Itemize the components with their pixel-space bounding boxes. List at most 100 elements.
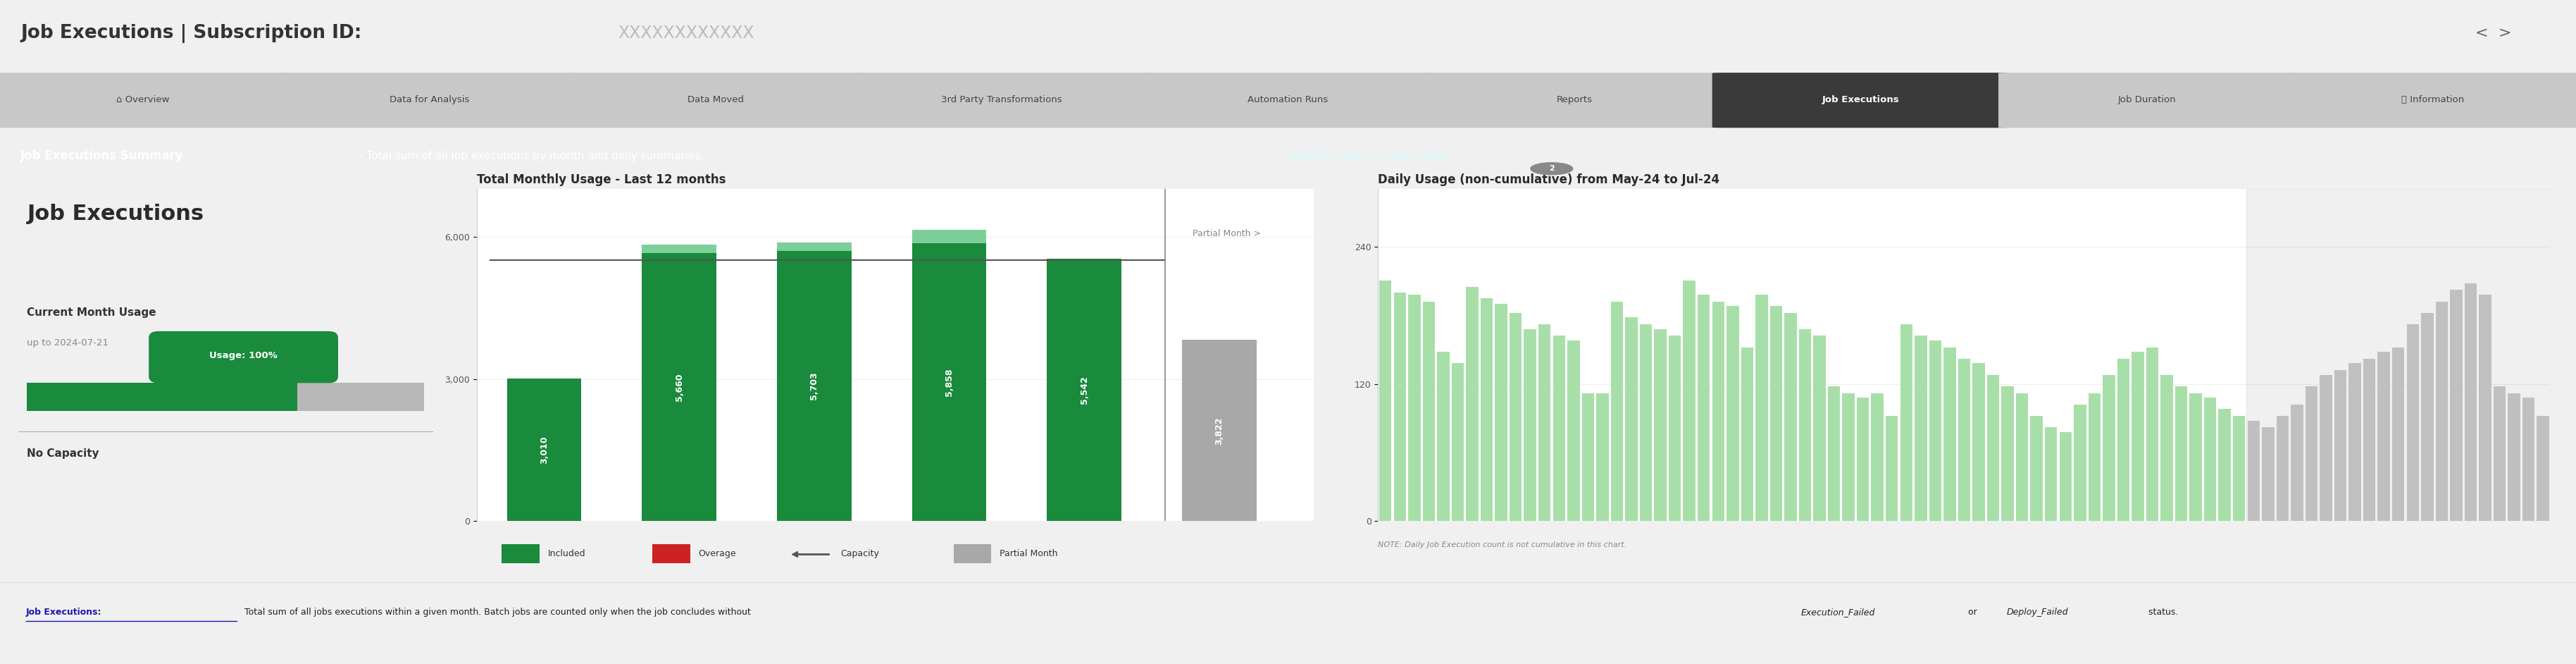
Bar: [652, 544, 690, 563]
FancyBboxPatch shape: [1713, 72, 2009, 127]
Bar: [2233, 416, 2246, 521]
Text: Data for Analysis: Data for Analysis: [389, 95, 469, 104]
Text: 3rd Party Transformations: 3rd Party Transformations: [940, 95, 1061, 104]
Bar: [1641, 324, 1651, 521]
FancyBboxPatch shape: [0, 72, 291, 127]
Bar: [1914, 336, 1927, 521]
Bar: [2509, 393, 2519, 521]
Text: Included: Included: [549, 549, 585, 558]
Bar: [1814, 336, 1826, 521]
Text: 3,010: 3,010: [538, 436, 549, 464]
Bar: [2117, 359, 2130, 521]
Bar: [1857, 398, 1870, 521]
Bar: [2406, 324, 2419, 521]
Bar: [2421, 313, 2434, 521]
Bar: [1378, 281, 1391, 521]
Bar: [2002, 386, 2014, 521]
Bar: [1754, 295, 1767, 521]
Text: Data Moved: Data Moved: [688, 95, 744, 104]
Bar: [2146, 347, 2159, 521]
Text: up to 2024-07-21: up to 2024-07-21: [26, 338, 108, 347]
Text: Current Month Usage: Current Month Usage: [26, 307, 157, 317]
Bar: [1422, 301, 1435, 521]
FancyBboxPatch shape: [567, 72, 863, 127]
Text: Automation Runs: Automation Runs: [1247, 95, 1329, 104]
Bar: [1510, 313, 1522, 521]
Bar: [912, 244, 987, 521]
Text: 5,703: 5,703: [809, 372, 819, 400]
Circle shape: [1530, 163, 1574, 175]
Text: Job Duration: Job Duration: [2117, 95, 2177, 104]
Bar: [1182, 340, 1257, 521]
Bar: [2334, 370, 2347, 521]
Bar: [1986, 374, 1999, 521]
Bar: [2102, 374, 2115, 521]
Text: Job Executions:: Job Executions:: [26, 608, 100, 617]
Bar: [1046, 258, 1121, 521]
Text: Daily Usage (non-cumulative) from May-24 to Jul-24: Daily Usage (non-cumulative) from May-24…: [1378, 173, 1721, 186]
FancyBboxPatch shape: [1427, 72, 1723, 127]
Bar: [1437, 352, 1450, 521]
Bar: [2465, 283, 2476, 521]
Text: Execution_Failed: Execution_Failed: [1801, 608, 1875, 617]
Bar: [1870, 393, 1883, 521]
Bar: [2362, 359, 2375, 521]
Text: Partial Month: Partial Month: [999, 549, 1059, 558]
Bar: [2246, 189, 2550, 521]
Bar: [2306, 386, 2318, 521]
Bar: [2246, 420, 2259, 521]
Text: or: or: [1965, 608, 1981, 617]
FancyBboxPatch shape: [2285, 72, 2576, 127]
Text: (Raw daily data is not discounted): (Raw daily data is not discounted): [1288, 151, 1448, 161]
Bar: [1770, 306, 1783, 521]
Bar: [1466, 287, 1479, 521]
FancyBboxPatch shape: [853, 72, 1149, 127]
Bar: [1726, 306, 1739, 521]
Bar: [2045, 428, 2058, 521]
Bar: [1625, 317, 1638, 521]
Bar: [2205, 398, 2215, 521]
Bar: [26, 383, 296, 410]
Bar: [1409, 295, 1419, 521]
Bar: [641, 244, 716, 253]
Bar: [1798, 329, 1811, 521]
Bar: [1929, 341, 1942, 521]
Bar: [1566, 341, 1579, 521]
Bar: [2450, 290, 2463, 521]
Bar: [1525, 329, 1535, 521]
Bar: [1785, 313, 1795, 521]
Bar: [2537, 416, 2550, 521]
Bar: [2074, 404, 2087, 521]
Text: ⌂ Overview: ⌂ Overview: [116, 95, 170, 104]
Bar: [1582, 393, 1595, 521]
Bar: [507, 378, 582, 521]
Bar: [2262, 428, 2275, 521]
Bar: [641, 253, 716, 521]
Text: Usage: 100%: Usage: 100%: [209, 351, 278, 360]
Bar: [26, 383, 422, 410]
Text: 2: 2: [1548, 165, 1553, 172]
Bar: [1610, 301, 1623, 521]
Bar: [2218, 409, 2231, 521]
Text: Job Executions: Job Executions: [1821, 95, 1899, 104]
Bar: [953, 544, 992, 563]
Bar: [2190, 393, 2202, 521]
Bar: [2089, 393, 2099, 521]
Bar: [1713, 301, 1723, 521]
Bar: [2522, 398, 2535, 521]
Bar: [2434, 301, 2447, 521]
Bar: [1901, 324, 1911, 521]
Bar: [1741, 347, 1754, 521]
Bar: [2017, 393, 2027, 521]
Text: 3,822: 3,822: [1216, 417, 1224, 444]
Bar: [2058, 432, 2071, 521]
Text: Reports: Reports: [1556, 95, 1592, 104]
Text: Total sum of all jobs executions within a given month. Batch jobs are counted on: Total sum of all jobs executions within …: [245, 608, 755, 617]
Bar: [778, 242, 850, 251]
Bar: [778, 251, 850, 521]
Bar: [2161, 374, 2174, 521]
Bar: [1942, 347, 1955, 521]
Bar: [2378, 352, 2391, 521]
Bar: [1669, 336, 1682, 521]
Text: 5,542: 5,542: [1079, 376, 1090, 404]
